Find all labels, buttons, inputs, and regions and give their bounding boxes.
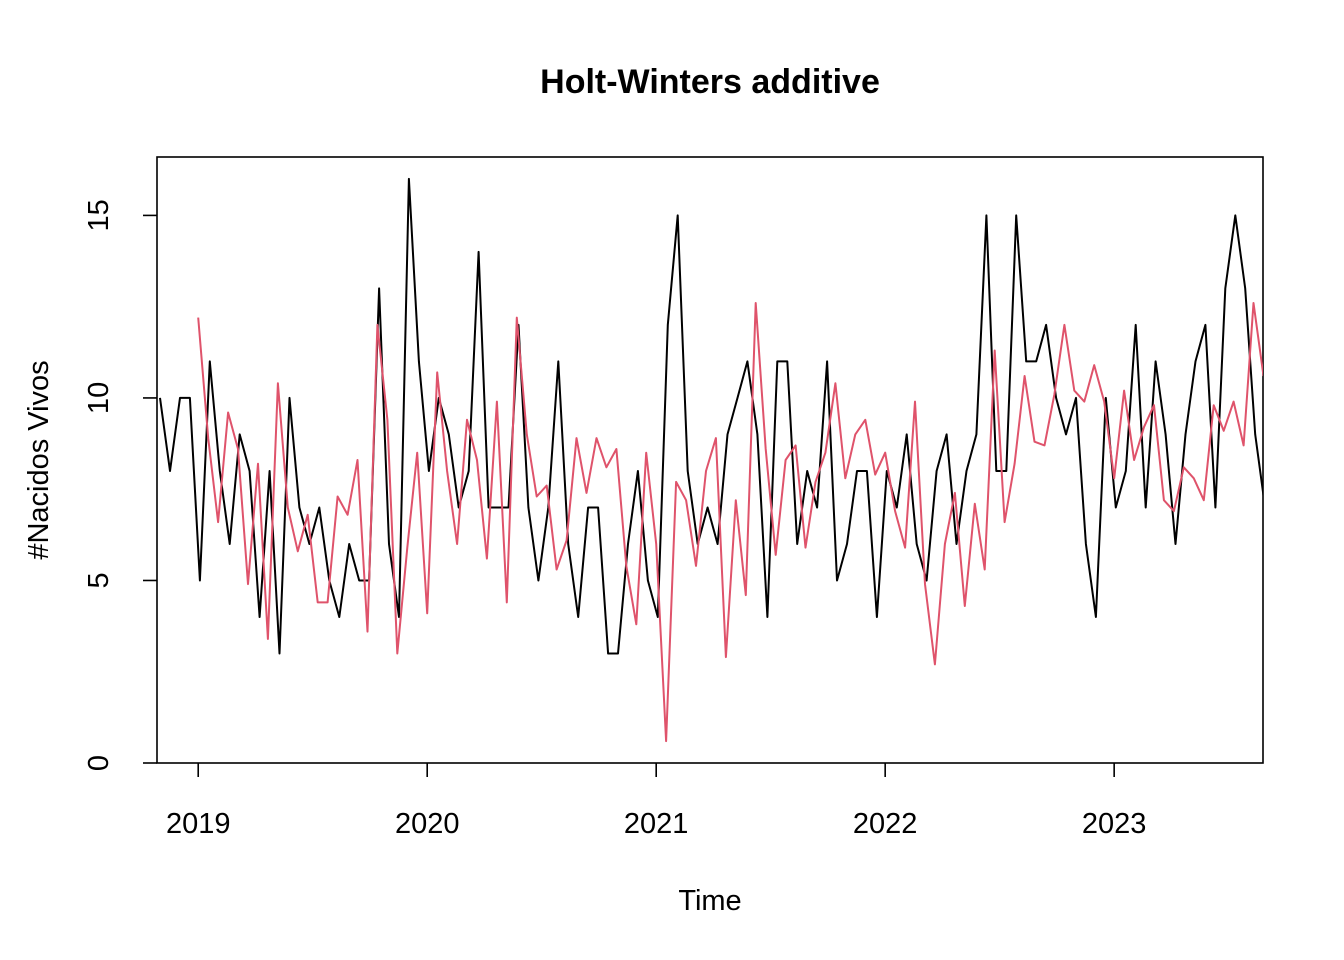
series-line-1 <box>197 302 1263 743</box>
y-tick-label-1: 5 <box>83 572 115 588</box>
x-tick-label-3: 2022 <box>853 808 918 840</box>
plot-frame <box>156 156 1264 764</box>
chart-title: Holt-Winters additive <box>540 63 880 101</box>
x-axis-label: Time <box>678 885 741 917</box>
y-tick-label-0: 0 <box>83 755 115 771</box>
x-axis: 2019 2020 2021 2022 2023 <box>166 763 1146 840</box>
y-tick-label-3: 15 <box>83 199 115 231</box>
y-axis: 0 5 10 15 <box>83 199 157 771</box>
x-tick-label-0: 2019 <box>166 808 231 840</box>
y-tick-label-2: 10 <box>83 382 115 414</box>
x-tick-label-1: 2020 <box>395 808 460 840</box>
x-tick-label-4: 2023 <box>1082 808 1147 840</box>
plot-series <box>159 177 1263 743</box>
x-tick-label-2: 2021 <box>624 808 689 840</box>
y-axis-label: #Nacidos Vivos <box>23 360 55 559</box>
series-line-0 <box>159 177 1263 655</box>
